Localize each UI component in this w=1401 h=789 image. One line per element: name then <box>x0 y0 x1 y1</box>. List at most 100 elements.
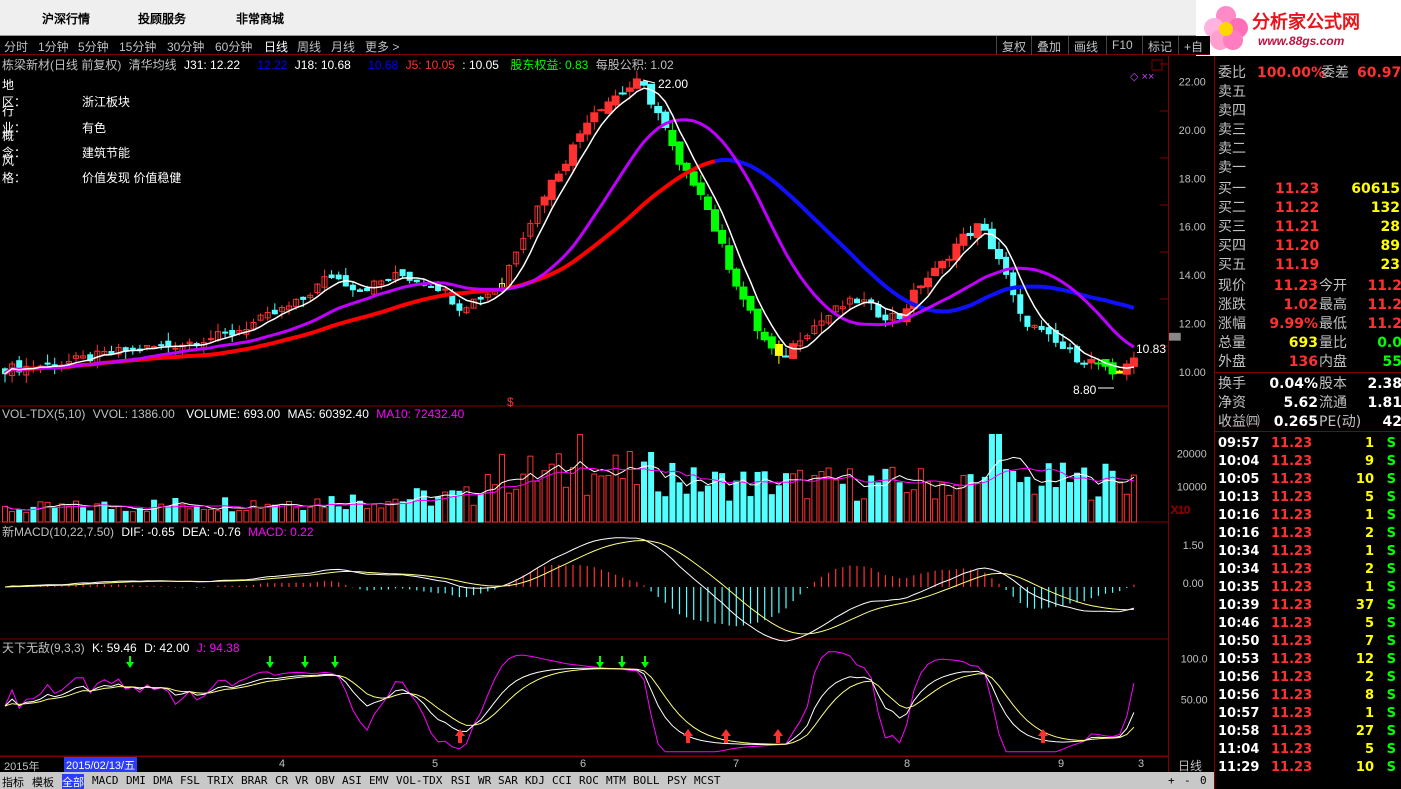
menu-market[interactable]: 沪深行情 <box>42 12 91 26</box>
bid-price: 11.22 <box>1275 200 1320 216</box>
quote-row: 卖五 <box>1215 83 1401 102</box>
indicator-tab[interactable]: 指标 <box>2 776 24 789</box>
indicator-tab[interactable]: EMV <box>369 774 389 787</box>
tick-volume: 1 <box>1364 508 1374 523</box>
volume-bar <box>633 484 640 523</box>
indicator-tab[interactable]: 全部 <box>62 774 84 789</box>
volume-bar <box>804 498 811 523</box>
period-tab-more[interactable]: 更多 > <box>365 40 400 54</box>
candle-body <box>696 182 705 195</box>
fuquan-button[interactable]: 复权 <box>996 36 1031 55</box>
indicator-tab[interactable]: SAR <box>498 774 518 787</box>
stat-value: 42 <box>1382 414 1401 430</box>
quote-row: 10:35 11.23 1 S <box>1215 579 1401 597</box>
volume-bar <box>832 479 839 523</box>
volume-bar <box>768 494 775 523</box>
price-header: 栋梁新材(日线 前复权) 清华均线 J31: 12.22 12.22 J18: … <box>2 57 674 72</box>
indicator-tab[interactable]: CR <box>275 774 289 787</box>
period-tab-monthly[interactable]: 月线 <box>331 40 356 54</box>
volume-bar <box>215 510 221 523</box>
quote-row: 10:16 11.23 2 S <box>1215 525 1401 543</box>
restore-icon[interactable] <box>1151 59 1163 71</box>
sell-signal-arrow <box>596 656 604 668</box>
zoom-button[interactable]: 0 <box>1200 774 1207 787</box>
candle-body <box>789 343 798 359</box>
j5-white-value: : 10.05 <box>462 58 499 72</box>
volume-bar <box>562 486 569 523</box>
candle-body <box>271 309 278 315</box>
f10-button[interactable]: F10 <box>1106 36 1138 55</box>
macd-value: MACD: 0.22 <box>248 525 314 539</box>
info-industry: 行业： 有色 <box>2 104 107 135</box>
indicator-tab[interactable]: PSY <box>667 774 687 787</box>
indicator-tab[interactable]: WR <box>478 774 492 787</box>
last-price-marker <box>1169 332 1181 341</box>
sell-signal-arrow <box>126 656 134 668</box>
volume-bar <box>996 433 1002 523</box>
tick-time: 11:04 <box>1218 742 1260 757</box>
draw-line-button[interactable]: 画线 <box>1068 36 1103 55</box>
volume-bar <box>342 509 349 523</box>
candle-body <box>527 222 534 237</box>
candle-body <box>470 298 477 309</box>
custom-button[interactable]: +自 <box>1178 36 1208 55</box>
indicator-tab[interactable]: FSL <box>180 774 200 787</box>
candle-body <box>725 245 734 270</box>
volume-bar <box>783 473 789 523</box>
zoom-button[interactable]: - <box>1184 774 1191 787</box>
period-tab-daily[interactable]: 日线 <box>264 40 289 54</box>
indicator-tab[interactable]: ASI <box>342 774 362 787</box>
candle-body <box>300 296 307 300</box>
indicator-tab[interactable]: OBV <box>315 774 335 787</box>
indicator-tab[interactable]: RSI <box>451 774 471 787</box>
candle-body <box>477 296 484 300</box>
indicator-tab[interactable]: VOL-TDX <box>396 774 443 787</box>
indicator-tab[interactable]: MTM <box>606 774 626 787</box>
indicator-tab[interactable]: MACD <box>92 774 119 787</box>
menu-mall[interactable]: 非常商城 <box>236 12 285 26</box>
weibi-value: 100.00% <box>1257 65 1326 81</box>
candle-body <box>668 129 677 147</box>
chart-area[interactable]: 22.00 8.80 10.83 $ 栋梁新材(日线 前复权) 清华均线 J31… <box>0 56 1168 772</box>
volume-bar <box>662 496 669 523</box>
indicator-tab[interactable]: VR <box>295 774 309 787</box>
volume-bar <box>349 494 356 523</box>
menu-advisor[interactable]: 投顾服务 <box>138 12 187 26</box>
indicator-tab[interactable]: DMI <box>126 774 146 787</box>
indicator-tab[interactable]: CCI <box>552 774 572 787</box>
volume-bar <box>1088 499 1095 523</box>
indicator-tab[interactable]: KDJ <box>525 774 545 787</box>
overlay-button[interactable]: 叠加 <box>1031 36 1066 55</box>
quote-row: 买五 11.19 23 <box>1215 256 1401 275</box>
candle-body <box>1017 294 1024 314</box>
period-tab-60min[interactable]: 60分钟 <box>215 40 253 54</box>
quote-row: 换手 0.04% 股本 2.38 <box>1215 375 1401 394</box>
mark-button[interactable]: 标记 <box>1142 36 1177 55</box>
zoom-button[interactable]: + <box>1168 774 1175 787</box>
month-label: 8 <box>904 758 911 770</box>
candle-body <box>108 350 115 355</box>
candle-body <box>534 205 541 224</box>
j-value: J: 94.38 <box>197 641 240 655</box>
indicator-tab[interactable]: MCST <box>694 774 721 787</box>
indicator-tab[interactable]: 模板 <box>32 776 54 789</box>
period-tab-15min[interactable]: 15分钟 <box>119 40 157 54</box>
indicator-tab[interactable]: DMA <box>153 774 173 787</box>
price-axis-label: 12.00 <box>1179 319 1206 331</box>
period-tab-1min[interactable]: 1分钟 <box>38 40 69 54</box>
volume-value: VOLUME: 693.00 <box>186 407 280 421</box>
indicator-tab[interactable]: ROC <box>579 774 599 787</box>
indicator-tab[interactable]: BRAR <box>241 774 268 787</box>
period-tab-weekly[interactable]: 周线 <box>297 40 322 54</box>
volume-bar <box>392 498 399 523</box>
volume-bar <box>520 473 527 523</box>
volume-bar <box>917 468 924 523</box>
volume-bar <box>491 484 498 523</box>
indicator-tab[interactable]: BOLL <box>633 774 660 787</box>
period-tab-fenshi[interactable]: 分时 <box>4 40 29 54</box>
indicator-tab[interactable]: TRIX <box>207 774 234 787</box>
candle-body <box>654 106 663 114</box>
period-tab-5min[interactable]: 5分钟 <box>78 40 109 54</box>
period-tab-30min[interactable]: 30分钟 <box>167 40 205 54</box>
candle-body <box>293 298 300 307</box>
